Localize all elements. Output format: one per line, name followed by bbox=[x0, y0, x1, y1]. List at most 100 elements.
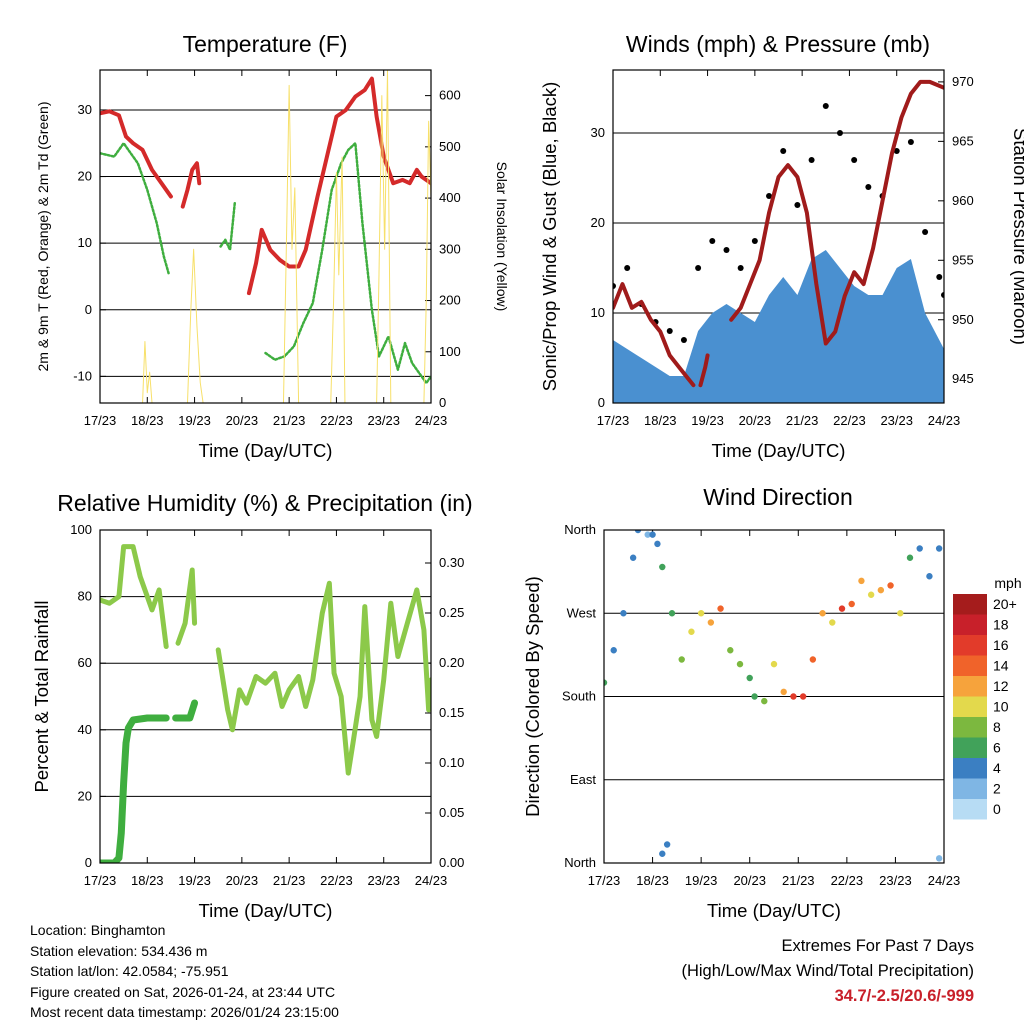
y-tick-label: -10 bbox=[73, 368, 92, 383]
legend-swatch bbox=[953, 614, 987, 635]
y-tick-label: South bbox=[562, 689, 596, 704]
x-tick-label: 20/23 bbox=[733, 873, 766, 888]
legend-label: 16 bbox=[993, 637, 1009, 653]
chart-title: Winds (mph) & Pressure (mb) bbox=[626, 31, 930, 57]
direction-point bbox=[858, 577, 865, 585]
y-tick-label: East bbox=[570, 772, 596, 787]
location-text: Location: Binghamton bbox=[30, 922, 166, 938]
chart-title: Temperature (F) bbox=[183, 31, 348, 57]
series-line bbox=[423, 120, 431, 403]
created-text: Figure created on Sat, 2026-01-24, at 23… bbox=[30, 983, 336, 1000]
direction-point bbox=[926, 573, 933, 580]
x-tick-label: 21/23 bbox=[786, 413, 819, 428]
series-line bbox=[246, 76, 431, 296]
extremes-subtitle: (High/Low/Max Wind/Total Precipitation) bbox=[681, 962, 974, 980]
plot-frame bbox=[603, 529, 945, 864]
x-tick-label: 20/23 bbox=[739, 413, 772, 428]
direction-point bbox=[678, 656, 685, 663]
series-line bbox=[698, 353, 710, 388]
x-tick-label: 18/23 bbox=[636, 873, 669, 888]
x-tick-label: 19/23 bbox=[691, 413, 724, 428]
gust-point bbox=[922, 229, 929, 235]
direction-point bbox=[809, 656, 817, 663]
x-tick-label: 17/23 bbox=[588, 873, 621, 888]
x-tick-label: 23/23 bbox=[879, 873, 912, 888]
x-tick-label: 23/23 bbox=[880, 413, 913, 428]
direction-point bbox=[663, 841, 671, 848]
gust-point bbox=[936, 274, 943, 280]
gust-point bbox=[822, 103, 829, 109]
legend-label: 0 bbox=[993, 801, 1001, 817]
wind-area bbox=[613, 250, 944, 403]
direction-point bbox=[848, 600, 855, 608]
direction-point bbox=[770, 660, 778, 668]
direction-point bbox=[736, 660, 744, 668]
series-line bbox=[613, 282, 696, 388]
series-line bbox=[219, 201, 237, 252]
gust-point bbox=[794, 202, 801, 208]
y2-tick-label: 945 bbox=[952, 371, 974, 386]
x-tick-label: 21/23 bbox=[273, 873, 306, 888]
y2-axis-label: Station Pressure (Maroon) bbox=[1010, 128, 1024, 345]
y-tick-label: North bbox=[564, 522, 596, 537]
direction-point bbox=[620, 610, 627, 617]
x-tick-label: 24/23 bbox=[928, 413, 961, 428]
gust-point bbox=[709, 238, 716, 244]
direction-point bbox=[746, 674, 753, 682]
plot-frame bbox=[612, 69, 945, 404]
legend-label: 2 bbox=[993, 781, 1001, 797]
direction-point bbox=[697, 610, 705, 617]
y-axis-label: Direction (Colored By Speed) bbox=[522, 576, 543, 817]
x-tick-label: 21/23 bbox=[782, 873, 815, 888]
legend-label: 18 bbox=[993, 617, 1009, 633]
series-line bbox=[100, 714, 170, 863]
x-tick-label: 20/23 bbox=[226, 413, 259, 428]
series-line bbox=[376, 70, 392, 403]
y2-tick-label: 955 bbox=[952, 252, 974, 267]
gust-point bbox=[780, 148, 787, 154]
y2-tick-label: 0.20 bbox=[439, 655, 464, 670]
x-tick-label: 17/23 bbox=[84, 873, 117, 888]
y2-tick-label: 0.10 bbox=[439, 755, 464, 770]
direction-point bbox=[644, 531, 651, 538]
y-tick-label: 20 bbox=[591, 215, 605, 230]
y-tick-label: 40 bbox=[78, 722, 92, 737]
legend-swatch bbox=[953, 758, 987, 779]
legend-label: 8 bbox=[993, 719, 1001, 735]
direction-point bbox=[780, 688, 787, 696]
y2-tick-label: 500 bbox=[439, 139, 461, 154]
x-tick-label: 22/23 bbox=[320, 413, 353, 428]
series-line bbox=[215, 580, 431, 776]
gust-point bbox=[941, 292, 944, 298]
y-axis-label: Sonic/Prop Wind & Gust (Blue, Black) bbox=[539, 82, 560, 391]
plot-area bbox=[613, 79, 944, 403]
plot-area bbox=[604, 530, 943, 862]
gust-point bbox=[865, 184, 872, 190]
x-tick-label: 23/23 bbox=[367, 413, 400, 428]
direction-point bbox=[906, 554, 914, 561]
direction-point bbox=[877, 586, 885, 594]
direction-point bbox=[688, 628, 695, 635]
direction-point bbox=[659, 850, 666, 857]
direction-point bbox=[867, 591, 875, 598]
x-tick-label: 22/23 bbox=[831, 873, 864, 888]
y2-tick-label: 970 bbox=[952, 74, 974, 89]
legend-swatch bbox=[953, 594, 987, 615]
direction-point bbox=[838, 605, 846, 612]
legend-swatch bbox=[953, 717, 987, 738]
legend-title: mph bbox=[994, 575, 1021, 591]
plot-area bbox=[100, 544, 431, 863]
direction-point bbox=[717, 605, 724, 612]
gust-point bbox=[808, 157, 815, 163]
direction-point bbox=[649, 531, 656, 538]
elevation-text: Station elevation: 534.436 m bbox=[30, 942, 208, 959]
gust-point bbox=[751, 238, 758, 244]
legend-label: 14 bbox=[993, 658, 1009, 674]
legend-swatch bbox=[953, 778, 987, 799]
series-line bbox=[100, 109, 173, 199]
direction-point bbox=[654, 540, 661, 548]
gust-point bbox=[737, 265, 744, 271]
series-line bbox=[330, 156, 346, 403]
direction-point bbox=[707, 619, 715, 626]
direction-point bbox=[829, 619, 836, 626]
